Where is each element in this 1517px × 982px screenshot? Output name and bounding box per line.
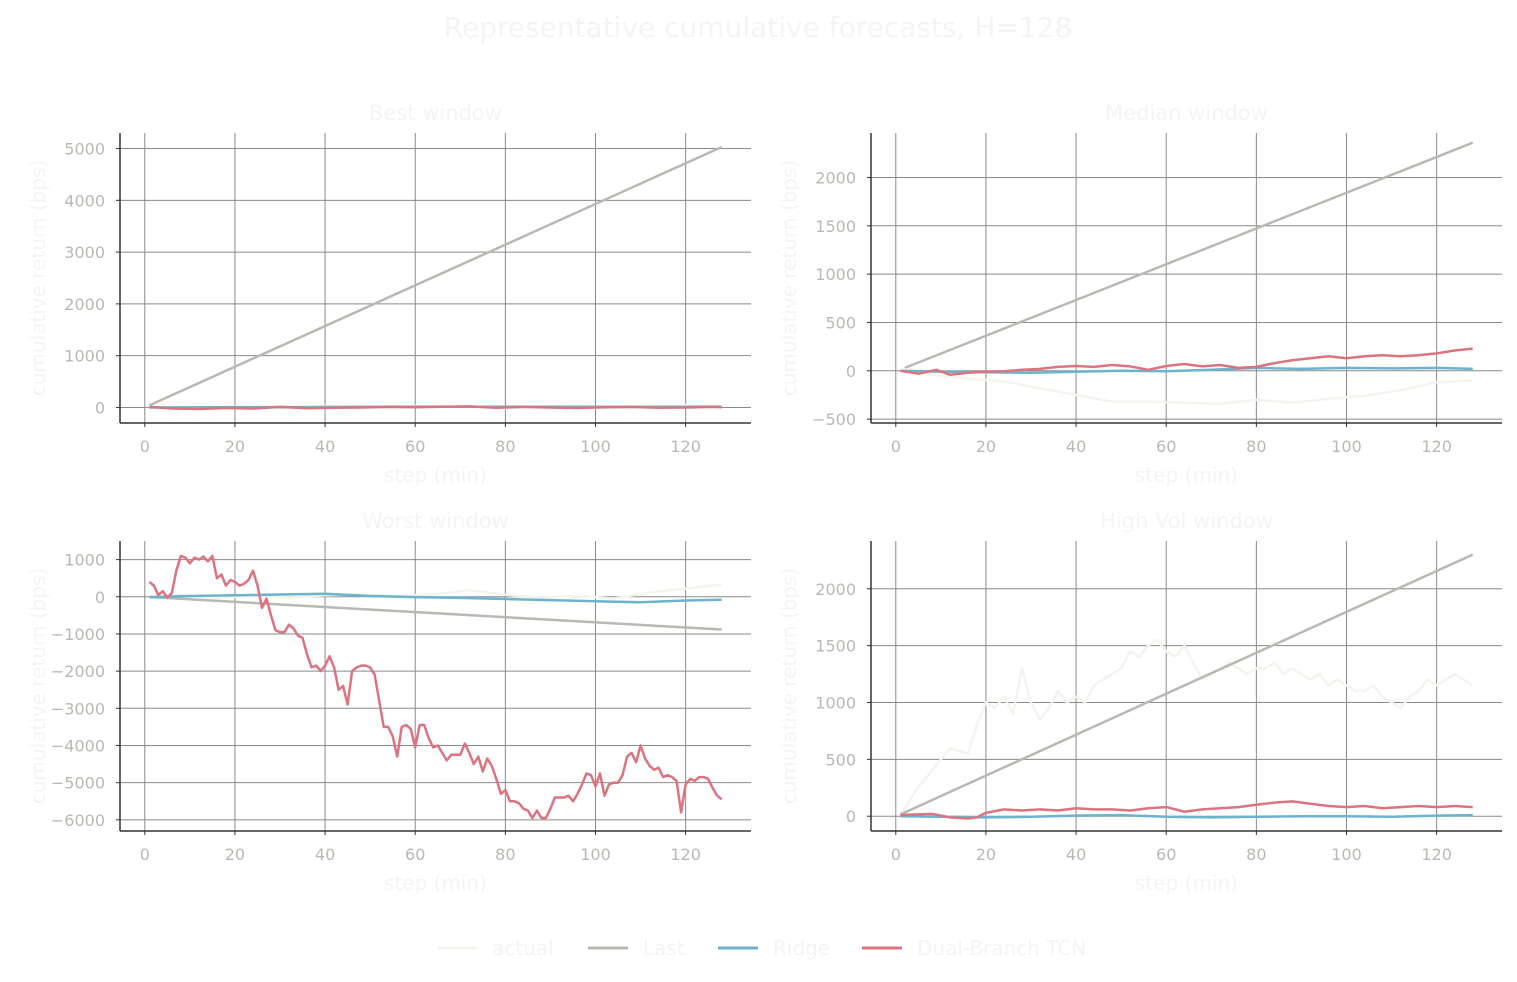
legend-item-last: Last — [588, 936, 685, 960]
y-tick-label: 1000 — [64, 551, 105, 570]
y-tick-label: 4000 — [64, 191, 105, 210]
legend-item-ridge: Ridge — [718, 936, 830, 960]
x-tick-label: 20 — [976, 845, 996, 864]
series-line-dual-branch-tcn — [148, 554, 723, 820]
panel-title: Best window — [369, 101, 502, 125]
legend-item-actual: actual — [437, 936, 554, 960]
y-tick-label: 2000 — [815, 580, 856, 599]
x-axis-label: step (min) — [384, 463, 487, 487]
x-tick-label: 60 — [405, 845, 425, 864]
series-line-ridge — [900, 813, 1473, 819]
x-tick-label: 40 — [1066, 845, 1086, 864]
x-tick-label: 40 — [315, 845, 335, 864]
y-tick-label: 500 — [825, 313, 856, 332]
x-tick-label: 0 — [140, 437, 150, 456]
y-tick-label: −4000 — [51, 736, 105, 755]
figure-title: Representative cumulative forecasts, H=1… — [444, 11, 1073, 44]
y-tick-label: 0 — [95, 588, 105, 607]
x-tick-label: 100 — [1331, 845, 1362, 864]
series-line-last — [148, 145, 723, 407]
legend-label: Last — [643, 936, 685, 960]
x-axis-label: step (min) — [1135, 871, 1238, 895]
y-axis-label: cumulative return (bps) — [777, 568, 801, 804]
y-tick-label: 1000 — [815, 693, 856, 712]
x-tick-label: 120 — [1421, 845, 1452, 864]
y-tick-label: −5000 — [51, 774, 105, 793]
series-line-dual-branch-tcn — [149, 405, 722, 411]
panel-title: Median window — [1105, 101, 1268, 125]
legend-label: actual — [492, 936, 554, 960]
x-tick-label: 120 — [670, 437, 701, 456]
y-tick-label: 0 — [95, 398, 105, 417]
y-axis-label: cumulative return (bps) — [26, 568, 50, 804]
x-tick-label: 80 — [495, 845, 515, 864]
y-tick-label: 500 — [825, 750, 856, 769]
legend-label: Ridge — [773, 936, 830, 960]
x-tick-label: 0 — [140, 845, 150, 864]
x-tick-label: 0 — [891, 845, 901, 864]
x-tick-label: 80 — [1246, 845, 1266, 864]
x-tick-label: 100 — [1331, 437, 1362, 456]
y-tick-label: −2000 — [51, 662, 105, 681]
y-tick-label: 2000 — [64, 295, 105, 314]
y-tick-label: −6000 — [51, 811, 105, 830]
y-axis-label: cumulative return (bps) — [777, 160, 801, 396]
y-tick-label: 5000 — [64, 140, 105, 159]
series-line-dual-branch-tcn — [900, 800, 1473, 820]
x-tick-label: 80 — [1246, 437, 1266, 456]
x-tick-label: 20 — [225, 437, 245, 456]
panel-title: Worst window — [362, 509, 509, 533]
y-tick-label: 3000 — [64, 243, 105, 262]
panel-median-window: 0 20 40 60 80 100 120 −500 0 500 1000 1500 2000 Media… — [777, 101, 1502, 487]
x-tick-label: 80 — [495, 437, 515, 456]
x-tick-label: 40 — [1066, 437, 1086, 456]
legend-item-dual-branch-tcn: Dual-Branch TCN — [862, 936, 1086, 960]
series-line-last — [149, 595, 722, 631]
panel-high-vol-window: 0 20 40 60 80 100 120 0 500 1000 1500 2000 High Vol … — [777, 509, 1502, 895]
y-tick-label: 1500 — [815, 637, 856, 656]
x-tick-label: 100 — [580, 845, 611, 864]
series-line-actual — [900, 369, 1473, 405]
x-tick-label: 120 — [670, 845, 701, 864]
y-tick-label: 1500 — [815, 217, 856, 236]
x-tick-label: 60 — [405, 437, 425, 456]
y-tick-label: −1000 — [51, 625, 105, 644]
panel-best-window: 0 20 40 60 80 100 120 0 1000 2000 3000 4000 5000 Best… — [26, 101, 751, 487]
series-line-last — [899, 553, 1474, 816]
x-axis-label: step (min) — [1135, 463, 1238, 487]
x-tick-label: 60 — [1156, 437, 1176, 456]
panel-worst-window: 0 20 40 60 80 100 120 −6000 −5000 −4000 −3000 −2000… — [26, 509, 751, 895]
series-line-actual — [899, 638, 1474, 817]
series-line-ridge — [149, 592, 722, 604]
x-tick-label: 20 — [976, 437, 996, 456]
panel-title: High Vol window — [1100, 509, 1273, 533]
x-tick-label: 60 — [1156, 845, 1176, 864]
y-axis-label: cumulative return (bps) — [26, 160, 50, 396]
y-tick-label: 1000 — [815, 265, 856, 284]
x-tick-label: 0 — [891, 437, 901, 456]
x-axis-label: step (min) — [384, 871, 487, 895]
x-tick-label: 100 — [580, 437, 611, 456]
x-tick-label: 40 — [315, 437, 335, 456]
x-tick-label: 20 — [225, 845, 245, 864]
y-tick-label: 0 — [846, 807, 856, 826]
x-tick-label: 120 — [1421, 437, 1452, 456]
series-line-last — [904, 141, 1474, 370]
y-tick-label: −3000 — [51, 699, 105, 718]
y-tick-label: −500 — [812, 410, 856, 429]
legend-label: Dual-Branch TCN — [917, 936, 1086, 960]
legend: actual Last Ridge Dual-Branch TCN — [437, 936, 1086, 960]
y-tick-label: 2000 — [815, 168, 856, 187]
y-tick-label: 0 — [846, 362, 856, 381]
y-tick-label: 1000 — [64, 347, 105, 366]
series-line-dual-branch-tcn — [900, 347, 1473, 376]
series-line-actual — [149, 583, 722, 600]
